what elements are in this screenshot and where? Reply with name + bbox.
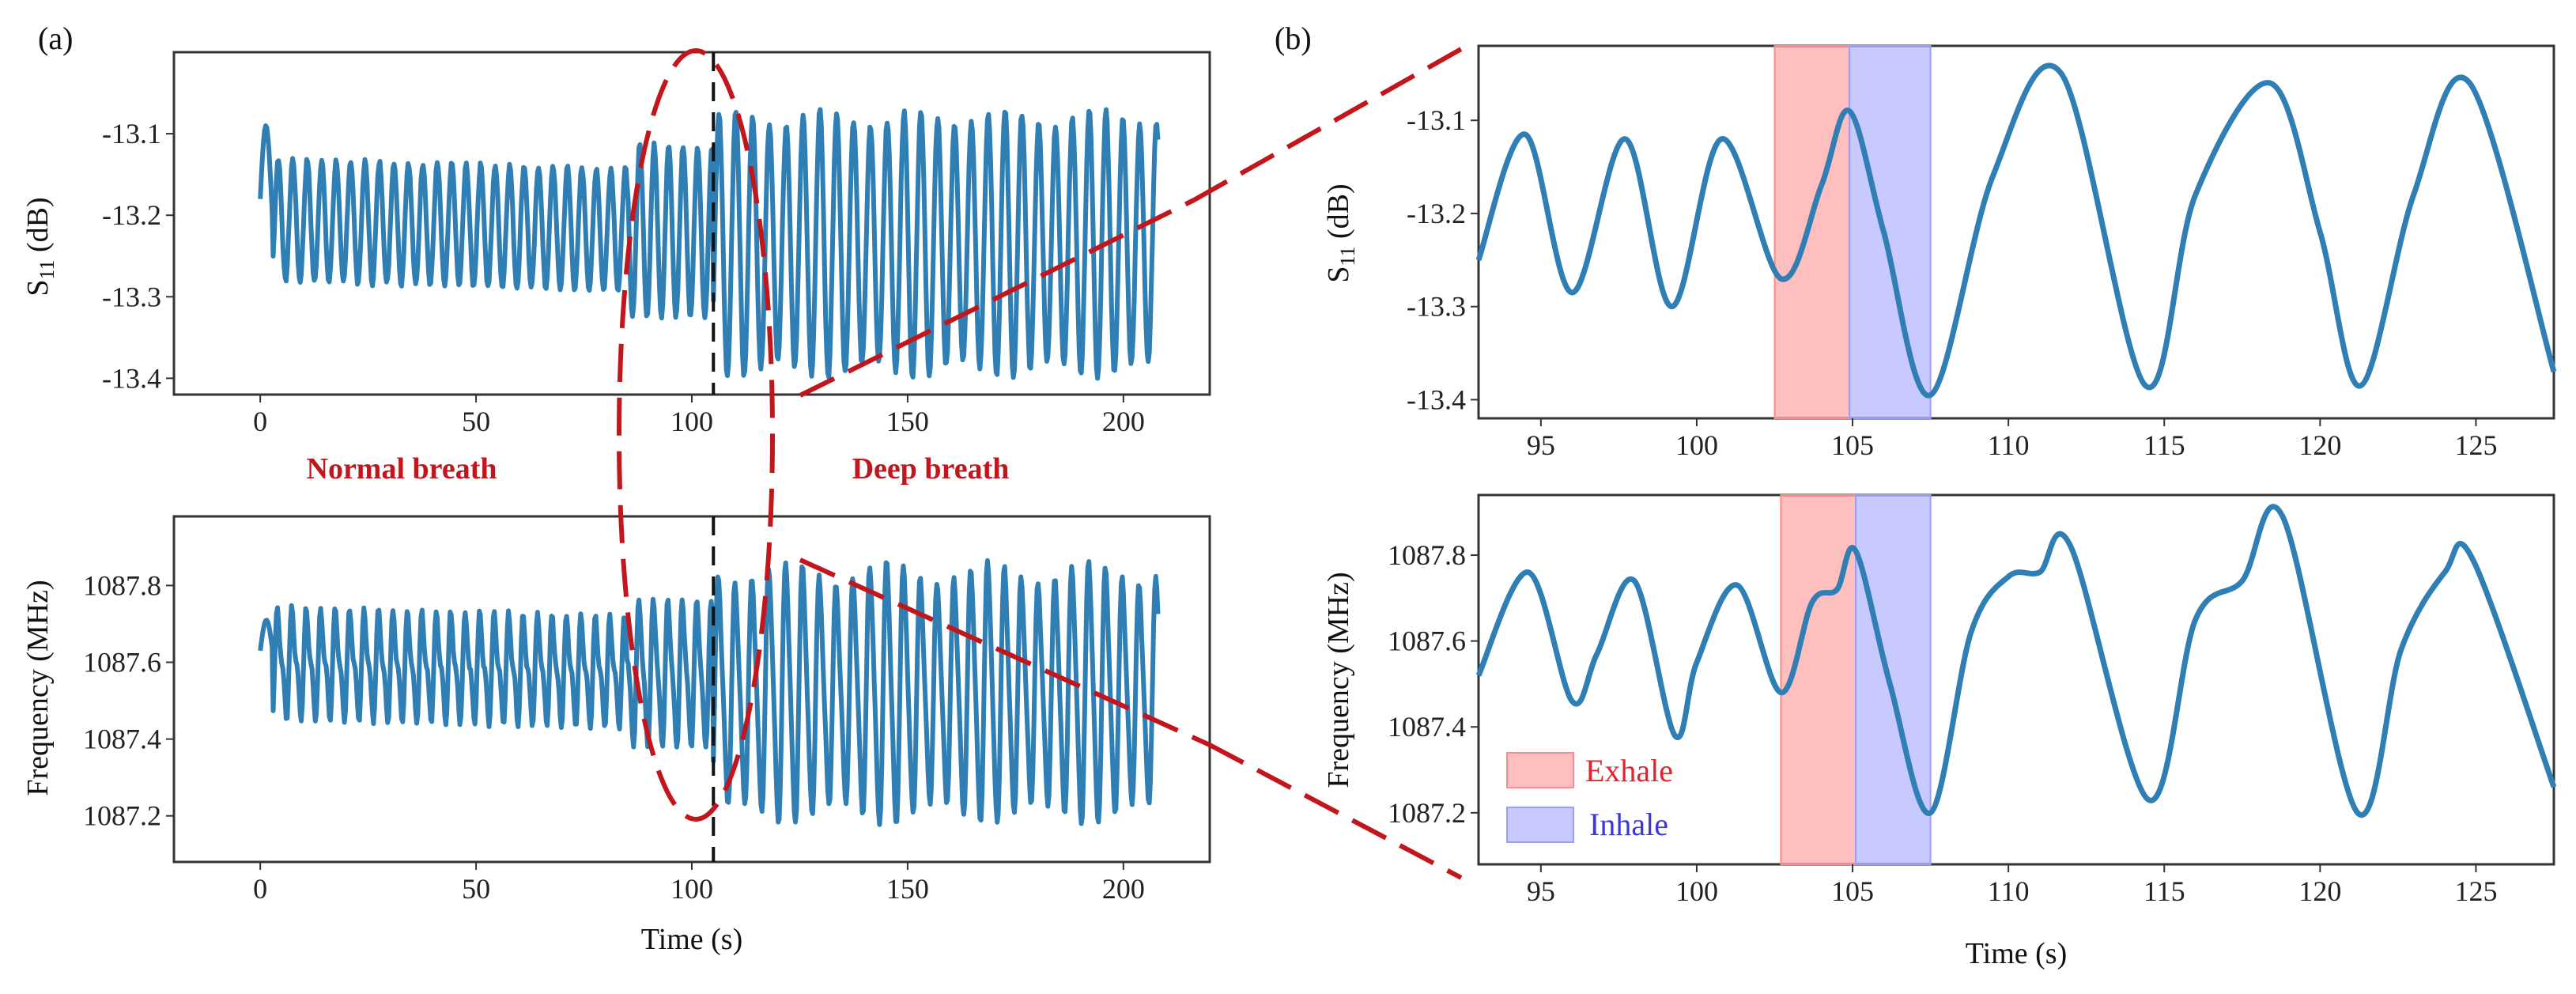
legend-swatch-inhale (1506, 807, 1574, 843)
panel-a-top-chart: 0 50 100 150 200 -13.1 -13.2 -13.3 -13.4 S11 (dB… (21, 51, 1211, 437)
a-bottom-ytick-label: 1087.6 (83, 647, 161, 678)
b-top-xtick-label: 110 (1988, 429, 2030, 461)
panel-a-bottom-chart: 0 50 100 150 200 1087.2 1087.4 1087.6 1087.8 Fre… (21, 515, 1211, 956)
a-bottom-xlabel: Time (s) (641, 923, 742, 956)
b-top-ytick-label: -13.4 (1407, 384, 1466, 415)
b-top-frame (1477, 44, 2555, 420)
a-bottom-xtick-label: 0 (253, 873, 267, 905)
b-top-ylabel: S11 (dB) (1322, 183, 1359, 282)
a-top-xtick-label: 100 (670, 406, 713, 437)
a-top-series-line (258, 107, 1161, 381)
a-bottom-ytick-label: 1087.2 (83, 800, 161, 832)
b-bottom-xtick-label: 110 (1988, 875, 2030, 907)
b-bottom-xlabel: Time (s) (1966, 937, 2067, 970)
b-bottom-xtick-label: 120 (2298, 875, 2341, 907)
b-bottom-xtick-label: 105 (1831, 875, 1874, 907)
connector-to-b-bottom (1208, 743, 1463, 880)
b-bottom-ytick-label: 1087.4 (1388, 711, 1466, 743)
b-bottom-xtick-label: 115 (2144, 875, 2185, 907)
b-bottom-series-line (1475, 504, 2557, 818)
b-bottom-xtick-label: 95 (1527, 875, 1555, 907)
legend-label-inhale: Inhale (1589, 807, 1668, 842)
a-top-ytick-label: -13.3 (102, 281, 161, 312)
a-bottom-xtick-label: 50 (462, 873, 490, 905)
a-bottom-ytick-label: 1087.4 (83, 724, 161, 755)
b-bottom-ytick-label: 1087.2 (1388, 797, 1466, 829)
b-bottom-xtick-label: 100 (1675, 875, 1718, 907)
b-top-xtick-label: 105 (1831, 429, 1874, 461)
a-top-xtick-label: 0 (253, 406, 267, 437)
b-bottom-ytick-label: 1087.8 (1388, 539, 1466, 571)
panel-label-b: (b) (1275, 21, 1312, 56)
b-top-ytick-label: -13.1 (1407, 104, 1466, 136)
legend: Exhale Inhale (1506, 752, 1673, 843)
b-bottom-xtick-label: 125 (2454, 875, 2497, 907)
legend-swatch-exhale (1506, 752, 1574, 788)
connector-a-top-lower (799, 198, 1195, 398)
b-top-span-inhale (1849, 45, 1932, 419)
b-top-series-line (1475, 62, 2557, 399)
b-bottom-span-inhale (1854, 494, 1932, 865)
b-top-ytick-label: -13.3 (1407, 291, 1466, 323)
a-top-xtick-label: 150 (886, 406, 929, 437)
a-top-ytick-label: -13.4 (102, 362, 161, 394)
a-top-xtick-label: 200 (1102, 406, 1145, 437)
a-bottom-xtick-label: 100 (670, 873, 713, 905)
panel-label-a: (a) (38, 21, 73, 56)
panel-b-bottom-chart: 95 100 105 110 115 120 125 1087.2 1087.4 1087.6 10… (1322, 493, 2557, 970)
b-top-ytick-label: -13.2 (1407, 198, 1466, 229)
deep-breath-label: Deep breath (852, 452, 1010, 486)
b-top-xtick-label: 100 (1675, 429, 1718, 461)
zoom-region-ellipse (617, 48, 775, 822)
a-top-xtick-label: 50 (462, 406, 490, 437)
b-top-xtick-label: 95 (1527, 429, 1555, 461)
panel-b-top-chart: 95 100 105 110 115 120 125 -13.1 -13.2 -13.3 -13.4… (1322, 44, 2557, 461)
b-top-xtick-label: 125 (2454, 429, 2497, 461)
a-top-ylabel: S11 (dB) (21, 197, 59, 296)
b-bottom-ylabel: Frequency (MHz) (1322, 572, 1355, 788)
a-bottom-xtick-label: 150 (886, 873, 929, 905)
a-top-ytick-label: -13.2 (102, 199, 161, 231)
a-bottom-series-line (258, 558, 1161, 827)
b-bottom-ytick-label: 1087.6 (1388, 626, 1466, 657)
a-bottom-ytick-label: 1087.8 (83, 569, 161, 601)
connector-a-bottom-upper (799, 557, 1211, 747)
legend-label-exhale: Exhale (1585, 753, 1673, 788)
b-top-xtick-label: 120 (2298, 429, 2341, 461)
a-top-ytick-label: -13.1 (102, 118, 161, 149)
b-top-xtick-label: 115 (2144, 429, 2185, 461)
b-top-span-exhale (1773, 45, 1851, 419)
a-bottom-xtick-label: 200 (1102, 873, 1145, 905)
normal-breath-label: Normal breath (307, 452, 497, 486)
a-bottom-ylabel: Frequency (MHz) (21, 580, 55, 796)
